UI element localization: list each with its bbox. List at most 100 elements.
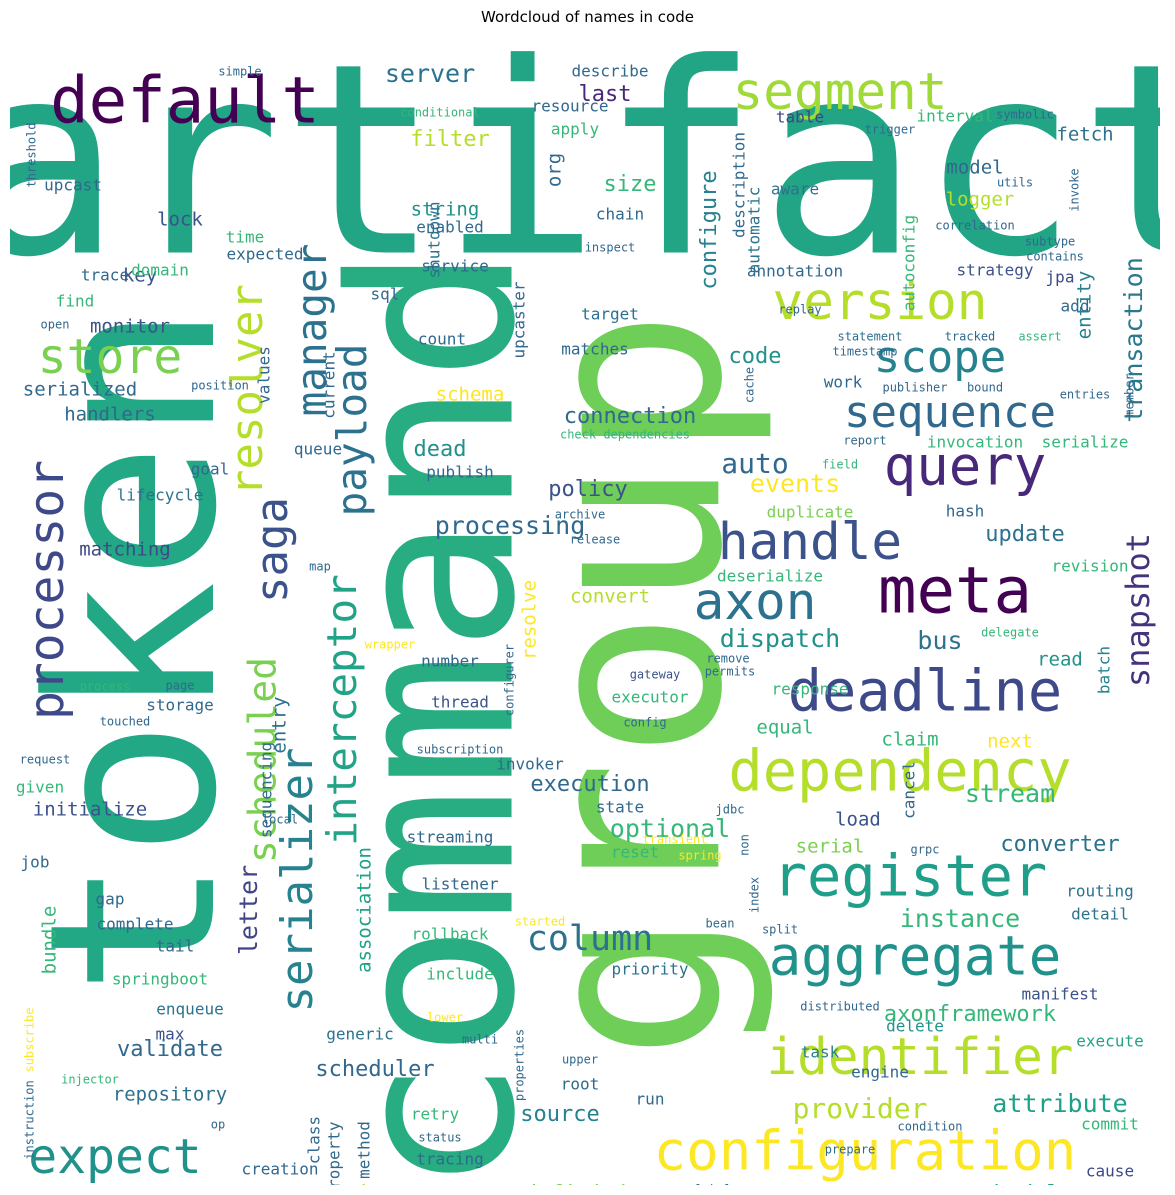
word-handlers: handlers [64,404,156,426]
word-matching: matching [79,539,171,561]
word-artifact: artifact [10,30,1160,315]
word-transaction: transaction [1119,257,1148,423]
word-shutdown: shutdown [425,201,444,278]
word-started: started [515,915,566,929]
word-validate: validate [117,1037,223,1062]
word-storage: storage [146,696,213,715]
word-split: split [762,923,798,937]
word-configurer: configurer [503,644,517,716]
word-prepare: prepare [825,1143,876,1157]
word-conditional: conditional [400,106,479,120]
word-sql: sql [371,285,400,304]
wordcloud-frame: artifact token command group default segment v… [0,7,1175,1195]
word-process: process [80,680,131,694]
word-schema: schema [436,384,505,406]
word-tail: tail [156,937,195,956]
word-annotation: annotation [747,262,843,281]
word-subscribe: subscribe [23,1007,37,1072]
word-batch: batch [1095,646,1114,694]
word-lock: lock [157,209,203,231]
word-default: default [50,65,320,139]
word-tracked: tracked [945,330,996,344]
word-permits: permits [705,665,756,679]
word-open: open [41,318,70,332]
word-manifest: manifest [1021,985,1098,1004]
word-service: service [421,257,488,276]
word-op: op [211,1118,225,1132]
word-utils: utils [997,176,1033,190]
word-enabled: enabled [416,218,483,237]
word-assert: assert [1018,330,1061,344]
word-meta: meta [878,555,1032,629]
word-add: add [1061,297,1090,316]
word-count: count [418,330,466,349]
word-stream: stream [965,779,1055,808]
word-distributed: distributed [800,1000,879,1014]
word-archive: archive [555,508,606,522]
word-publish: publish [426,463,493,482]
word-reset: reset [611,843,659,862]
word-tracing: tracing [416,1150,483,1169]
word-source: source [520,1102,599,1127]
word-last: last [579,82,632,107]
word-payload: payload [328,344,376,517]
word-replay: replay [778,303,821,317]
word-segment: segment [733,63,948,122]
word-class: class [305,1116,324,1164]
word-deadline: deadline [788,659,1063,725]
word-identifier: identifier [766,1028,1073,1087]
word-multi: multi [462,1033,498,1047]
word-tracking: tracking [171,1185,248,1186]
word-symbolic: symbolic [996,108,1054,122]
word-threshold: threshold [25,122,39,187]
word-lower: lower [427,1011,463,1025]
word-thread: thread [431,693,489,712]
word-events: events [750,469,840,498]
word-simple: simple [218,65,261,79]
word-field: field [822,458,858,472]
word-jpa: jpa [1046,268,1075,287]
word-touched: touched [100,715,151,729]
word-update: update [985,522,1064,547]
word-resource: resource [531,97,608,116]
word-command: command [304,246,566,1185]
word-map: map [309,560,331,574]
word-key: key [123,265,157,287]
word-status: status [418,1131,461,1145]
word-serialize: serialize [1042,433,1129,452]
word-invoker: invoker [496,755,564,774]
word-revision: revision [1051,557,1128,576]
word-processor: processor [19,460,75,720]
word-serial: serial [796,836,865,858]
word-spring: spring [678,849,721,863]
word-upcaster: upcaster [510,281,529,358]
word-expect: expect [28,1129,201,1185]
word-number: number [421,652,479,671]
word-run: run [636,1090,665,1109]
word-bus: bus [917,626,962,655]
word-policy: policy [548,477,627,502]
word-rollback: rollback [411,925,488,944]
word-size: size [604,172,657,197]
word-group: group [486,309,777,1062]
word-creation: creation [241,1160,318,1179]
word-complete: complete [96,915,173,934]
word-apply: apply [551,120,600,139]
word-dependency: dependency [728,739,1071,805]
word-enqueue: enqueue [156,1000,223,1019]
word-saga: saga [247,497,298,603]
word-convert: convert [570,586,650,608]
word-subtype: subtype [1025,235,1076,249]
word-fetch: fetch [1056,124,1113,146]
word-jdbc: jdbc [716,803,745,817]
word-page: page [166,679,195,693]
word-model: model [946,157,1003,179]
word-config: config [623,716,666,730]
word-bean: bean [706,917,735,931]
word-schedule: schedule [967,1182,1073,1185]
word-string: string [411,199,480,221]
word-equal: equal [756,717,813,739]
word-time: time [226,228,265,247]
word-listener: listener [421,875,498,894]
